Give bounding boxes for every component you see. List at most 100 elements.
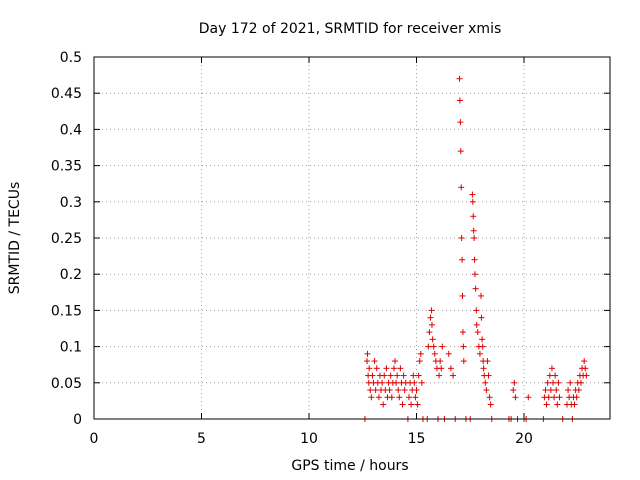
- y-tick-label: 0: [73, 412, 82, 428]
- y-tick-label: 0.2: [60, 267, 82, 283]
- y-tick-label: 0.15: [51, 303, 82, 319]
- data-point: [380, 401, 387, 408]
- data-point: [436, 372, 443, 379]
- data-point: [393, 379, 400, 386]
- data-point: [459, 292, 466, 299]
- data-point: [364, 358, 371, 365]
- y-tick-label: 0.1: [60, 340, 82, 356]
- data-point: [431, 350, 438, 357]
- data-point: [373, 365, 380, 372]
- data-point: [458, 235, 465, 241]
- data-point: [485, 372, 492, 379]
- data-point: [525, 394, 532, 401]
- data-point: [479, 336, 486, 343]
- data-point: [429, 336, 436, 343]
- data-point: [395, 387, 402, 394]
- data-point: [438, 365, 445, 372]
- data-point: [470, 213, 477, 220]
- data-point: [445, 350, 452, 357]
- x-tick-label: 15: [408, 431, 426, 447]
- y-tick-label: 0.25: [51, 231, 82, 247]
- data-point: [460, 343, 467, 350]
- data-point: [583, 372, 590, 379]
- data-point: [386, 387, 393, 394]
- data-point: [460, 358, 467, 365]
- data-point: [577, 379, 584, 386]
- data-point: [546, 372, 553, 379]
- data-point: [416, 358, 423, 365]
- y-axis-title: SRMTID / TECUs: [7, 182, 23, 295]
- data-point: [372, 387, 379, 394]
- data-point: [401, 387, 408, 394]
- data-point: [469, 191, 476, 198]
- data-point: [439, 343, 446, 350]
- data-point: [582, 365, 589, 372]
- data-point: [387, 372, 394, 379]
- y-tick-label: 0.4: [60, 122, 82, 138]
- data-point: [457, 148, 464, 155]
- data-point: [548, 365, 555, 372]
- data-point: [552, 372, 559, 379]
- y-tick-label: 0.45: [51, 86, 82, 102]
- data-point: [542, 387, 549, 394]
- data-point: [437, 358, 444, 365]
- data-point: [427, 314, 434, 321]
- data-point: [426, 329, 433, 336]
- data-point: [511, 379, 518, 386]
- data-point: [366, 365, 373, 372]
- data-point: [478, 292, 484, 299]
- data-point: [575, 387, 582, 394]
- data-point: [413, 387, 420, 394]
- data-point: [418, 379, 425, 386]
- data-point: [556, 394, 563, 401]
- data-point: [400, 372, 407, 379]
- data-point: [512, 394, 519, 401]
- data-point: [476, 350, 483, 357]
- data-point: [383, 365, 390, 372]
- data-point: [567, 379, 574, 386]
- data-point: [456, 75, 463, 82]
- data-point: [381, 372, 388, 379]
- data-point: [405, 394, 412, 401]
- data-point: [473, 307, 480, 314]
- axes: 0 0.05 0.1 0.15 0.2 0.25 0.3 0.35 0.4 0.45 0.5 0 5 10…: [51, 50, 611, 447]
- data-point: [480, 365, 487, 372]
- data-point: [367, 387, 374, 394]
- data-point: [471, 271, 478, 278]
- y-tick-label: 0.5: [60, 50, 82, 66]
- data-point: [369, 372, 376, 379]
- data-point: [478, 314, 485, 321]
- data-point: [545, 394, 552, 401]
- x-axis-title: GPS time / hours: [291, 458, 408, 474]
- data-point: [486, 394, 493, 401]
- data-point: [554, 401, 561, 408]
- data-point: [412, 394, 419, 401]
- data-point: [364, 350, 371, 357]
- data-point: [399, 401, 406, 408]
- data-point: [510, 387, 517, 394]
- grid-lines: [94, 57, 610, 419]
- y-tick-label: 0.3: [60, 195, 82, 211]
- data-point: [408, 401, 415, 408]
- data-point: [390, 365, 397, 372]
- data-point: [565, 387, 572, 394]
- data-point: [571, 401, 578, 408]
- data-point: [392, 358, 398, 365]
- data-point: [430, 343, 437, 350]
- data-point: [394, 372, 401, 379]
- data-point: [450, 372, 457, 379]
- data-point: [388, 394, 395, 401]
- data-point: [368, 394, 375, 401]
- data-point: [544, 379, 551, 386]
- data-point: [581, 358, 588, 365]
- x-tick-label: 20: [515, 431, 533, 447]
- data-point: [417, 350, 424, 357]
- data-point: [479, 343, 486, 350]
- data-point: [457, 119, 464, 126]
- data-point: [428, 307, 435, 314]
- data-point: [550, 379, 557, 386]
- data-point: [371, 358, 378, 365]
- data-point: [428, 321, 435, 328]
- data-point: [459, 256, 466, 263]
